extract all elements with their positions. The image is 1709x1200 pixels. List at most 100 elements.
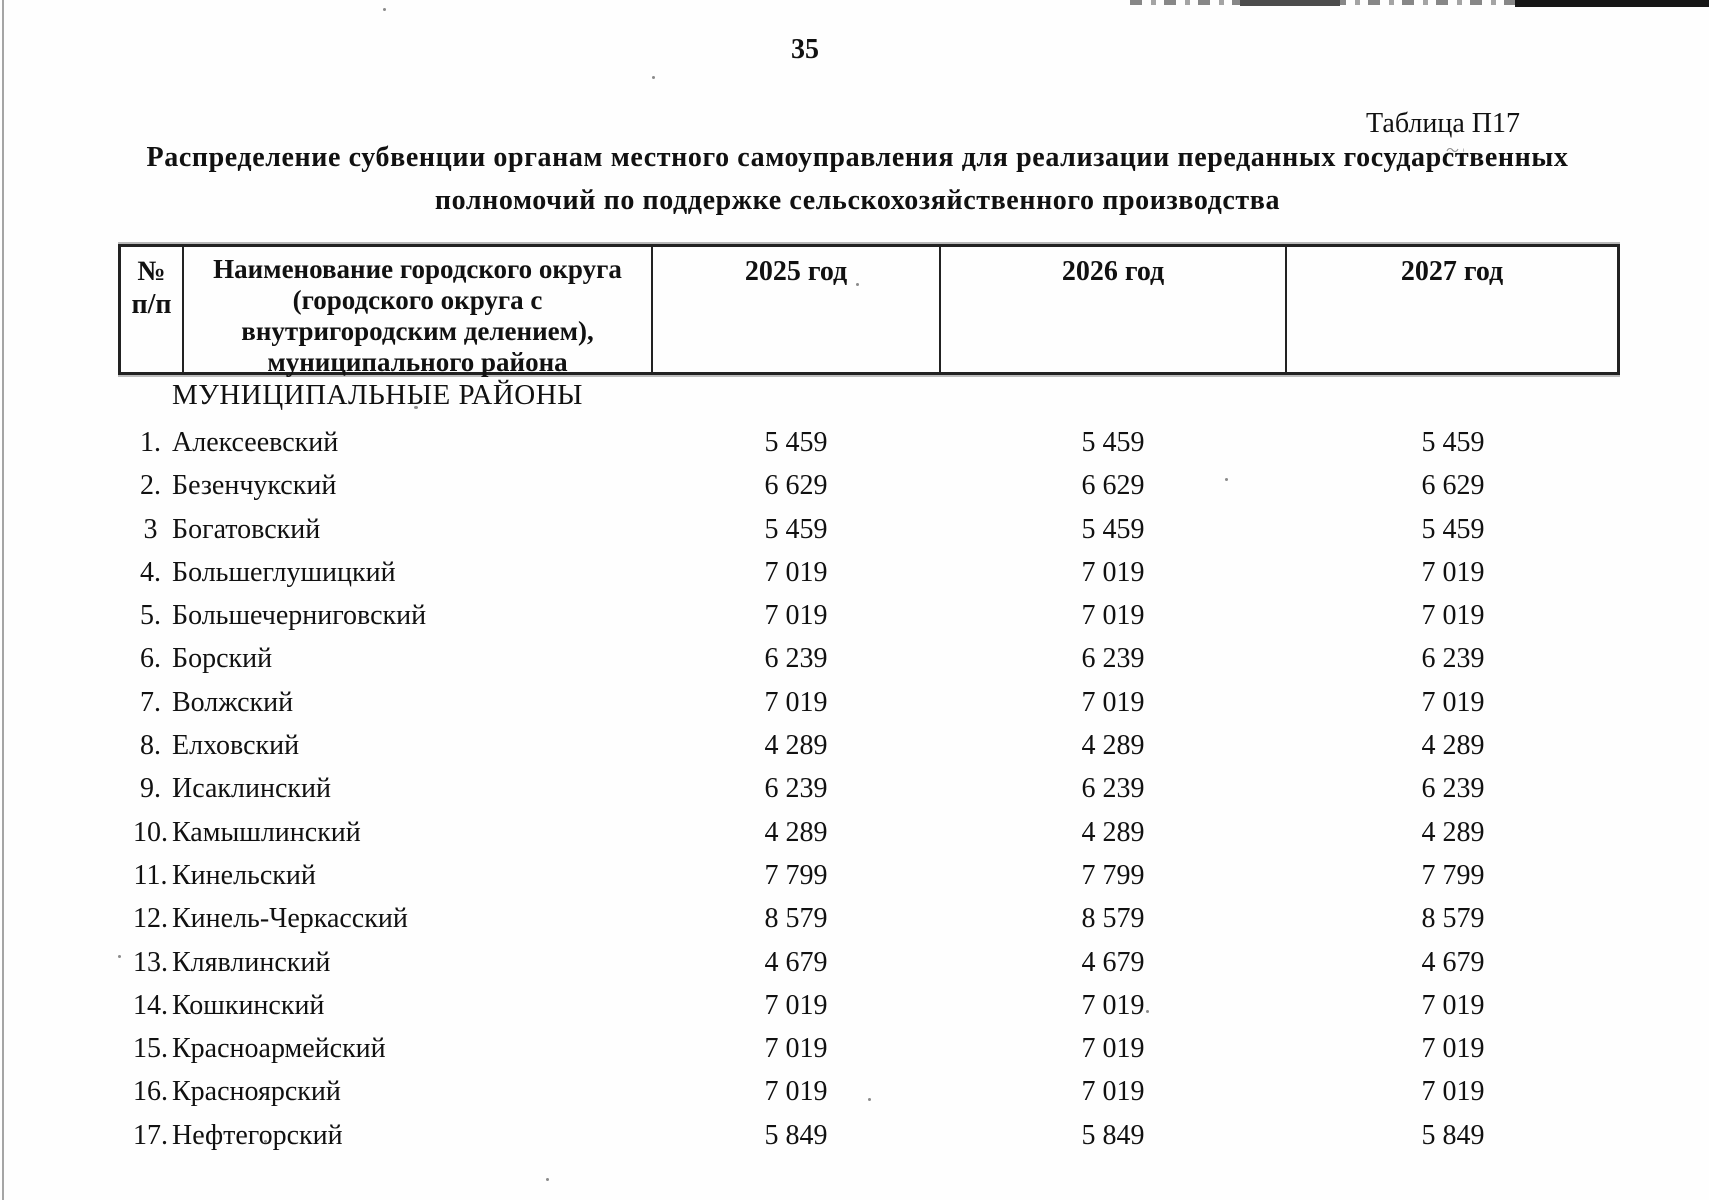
value-2027: 6 239 xyxy=(1421,773,1485,805)
value-2027: 7 019 xyxy=(1421,989,1485,1021)
table-row: 11. Кинельский 7 799 7 799 7 799 xyxy=(118,854,1620,897)
value-2025: 5 459 xyxy=(764,513,828,545)
column-header-name: Наименование городского округа (городско… xyxy=(184,247,653,377)
value-2027: 7 019 xyxy=(1421,1076,1485,1108)
table-row: 4. Большеглушицкий 7 019 7 019 7 019 xyxy=(118,551,1620,594)
district-name: Клявлинский xyxy=(172,946,331,978)
row-number: 4. xyxy=(140,556,161,588)
district-name: Борский xyxy=(172,643,273,675)
value-2027: 4 289 xyxy=(1421,730,1485,762)
name-header-line1: Наименование городского округа xyxy=(213,254,622,284)
row-number: 11. xyxy=(133,859,168,891)
value-2026: 4 679 xyxy=(1081,946,1145,978)
value-2027: 7 799 xyxy=(1421,859,1485,891)
scan-edge-line xyxy=(2,0,4,1200)
row-number: 10. xyxy=(133,816,168,848)
row-number: 8. xyxy=(140,730,161,762)
column-header-num: № п/п xyxy=(121,247,184,372)
table-row: 14. Кошкинский 7 019 7 019 7 019 xyxy=(118,984,1620,1027)
row-number: 17. xyxy=(133,1119,168,1151)
table-row: 3 Богатовский 5 459 5 459 5 459 xyxy=(118,508,1620,551)
table-row: 12. Кинель-Черкасский 8 579 8 579 8 579 xyxy=(118,897,1620,940)
row-number: 5. xyxy=(140,600,161,632)
scan-top-corner-mark xyxy=(1515,0,1709,7)
value-2027: 5 459 xyxy=(1421,513,1485,545)
value-2027: 7 019 xyxy=(1421,556,1485,588)
row-number: 3 xyxy=(143,513,158,545)
value-2025: 7 799 xyxy=(764,859,828,891)
scan-speck xyxy=(1146,1010,1149,1013)
row-number: 15. xyxy=(133,1033,168,1065)
value-2026: 8 579 xyxy=(1081,903,1145,935)
section-header-municipal-districts: МУНИЦИПАЛЬНЫЕ РАЙОНЫ xyxy=(172,379,583,411)
value-2026: 7 019 xyxy=(1081,989,1145,1021)
table-body: 1. Алексеевский 5 459 5 459 5 459 2. Без… xyxy=(118,421,1620,1157)
table-row: 13. Клявлинский 4 679 4 679 4 679 xyxy=(118,941,1620,984)
scan-speck xyxy=(264,1140,267,1143)
table-row: 17. Нефтегорский 5 849 5 849 5 849 xyxy=(118,1114,1620,1157)
value-2027: 4 289 xyxy=(1421,816,1485,848)
scan-speck xyxy=(652,76,655,79)
district-name: Красноярский xyxy=(172,1076,341,1108)
row-number: 16. xyxy=(133,1076,168,1108)
scan-speck xyxy=(868,1098,871,1101)
value-2025: 7 019 xyxy=(764,1033,828,1065)
scan-speck xyxy=(414,406,418,409)
table-row: 15. Красноармейский 7 019 7 019 7 019 xyxy=(118,1027,1620,1070)
district-name: Волжский xyxy=(172,686,294,718)
document-title-line1: Распределение субвенции органам местного… xyxy=(146,142,1569,173)
value-2026: 7 019 xyxy=(1081,1033,1145,1065)
value-2025: 4 289 xyxy=(764,730,828,762)
scan-speck xyxy=(383,8,386,11)
table-row: 9. Исаклинский 6 239 6 239 6 239 xyxy=(118,767,1620,810)
table-row: 5. Большечерниговский 7 019 7 019 7 019 xyxy=(118,594,1620,637)
value-2025: 4 679 xyxy=(764,946,828,978)
table-caption-label: Таблица П17 xyxy=(1366,108,1520,139)
document-title-line2: полномочий по поддержке сельскохозяйстве… xyxy=(434,185,1281,216)
num-header-line2: п/п xyxy=(131,289,172,320)
district-name: Алексеевский xyxy=(172,427,339,458)
district-name: Исаклинский xyxy=(172,773,331,805)
value-2027: 8 579 xyxy=(1421,903,1485,935)
name-header-line4: муниципального района xyxy=(267,347,568,377)
row-number: 1. xyxy=(140,427,161,458)
value-2025: 6 629 xyxy=(764,470,828,502)
district-name: Елховский xyxy=(172,730,300,762)
district-name: Камышлинский xyxy=(172,816,361,848)
scan-speck xyxy=(546,1178,549,1181)
district-name: Кинельский xyxy=(172,859,316,891)
page-number: 35 xyxy=(791,34,819,65)
value-2025: 6 239 xyxy=(764,643,828,675)
num-header-line1: № xyxy=(137,256,166,287)
district-name: Большеглушицкий xyxy=(172,556,396,588)
value-2026: 6 629 xyxy=(1081,470,1145,502)
name-header-line2: (городского округа с xyxy=(292,285,543,315)
value-2025: 8 579 xyxy=(764,903,828,935)
scan-squiggle-mark: 〜︲ xyxy=(1446,143,1470,158)
value-2025: 7 019 xyxy=(764,686,828,718)
value-2026: 5 849 xyxy=(1081,1119,1145,1151)
table-row: 6. Борский 6 239 6 239 6 239 xyxy=(118,637,1620,680)
column-header-2025: 2025 год xyxy=(653,247,941,372)
value-2027: 4 679 xyxy=(1421,946,1485,978)
value-2025: 7 019 xyxy=(764,556,828,588)
district-name: Богатовский xyxy=(172,513,321,545)
value-2025: 5 459 xyxy=(764,427,828,458)
row-number: 6. xyxy=(140,643,161,675)
value-2026: 4 289 xyxy=(1081,730,1145,762)
table-row: 8. Елховский 4 289 4 289 4 289 xyxy=(118,724,1620,767)
table-row: 10. Камышлинский 4 289 4 289 4 289 xyxy=(118,811,1620,854)
value-2026: 4 289 xyxy=(1081,816,1145,848)
document-title: Распределение субвенции органам местного… xyxy=(0,136,1709,222)
value-2027: 5 459 xyxy=(1421,427,1485,458)
value-2025: 4 289 xyxy=(764,816,828,848)
value-2026: 6 239 xyxy=(1081,773,1145,805)
scan-top-mark xyxy=(1240,0,1340,6)
value-2027: 7 019 xyxy=(1421,600,1485,632)
value-2026: 7 019 xyxy=(1081,686,1145,718)
value-2027: 6 239 xyxy=(1421,643,1485,675)
row-number: 2. xyxy=(140,470,161,502)
value-2027: 7 019 xyxy=(1421,686,1485,718)
row-number: 12. xyxy=(133,903,168,935)
